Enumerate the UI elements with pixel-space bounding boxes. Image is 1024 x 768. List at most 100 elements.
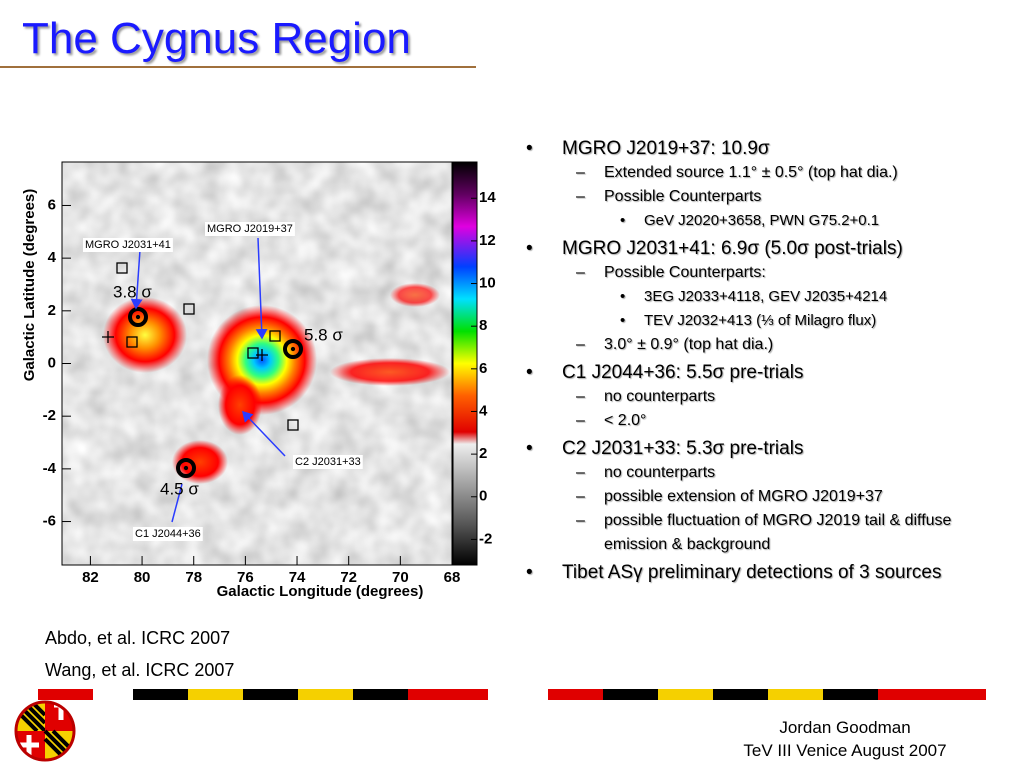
bullet-text: < 2.0°: [604, 412, 647, 429]
sky-map: Galactic Longitude (degrees) Galactic La…: [21, 161, 496, 600]
bullet-text: 3.0° ± 0.9° (top hat dia.): [604, 336, 774, 353]
x-axis-label: Galactic Longitude (degrees): [217, 583, 424, 600]
annotation: C2 J2031+33: [295, 456, 361, 468]
annotation: MGRO J2031+41: [85, 239, 171, 251]
bullet-text: Extended source 1.1° ± 0.5° (top hat dia…: [604, 164, 898, 181]
y-axis-label: Galactic Latitude (degrees): [21, 189, 38, 382]
bullet-text: C1 J2044+36: 5.5σ pre-trials: [562, 362, 804, 383]
references: Abdo, et al. ICRC 2007 Wang, et al. ICRC …: [45, 622, 234, 686]
bullet-text: possible fluctuation of MGRO J2019 tail …: [604, 512, 952, 553]
bullet-item: – possible extension of MGRO J2019+37: [520, 485, 990, 509]
x-tick-label: 74: [289, 569, 306, 586]
bullet-marker: –: [576, 464, 585, 481]
slide-title: The Cygnus Region: [22, 14, 411, 63]
title-rule: [0, 66, 476, 68]
bullet-item: • C1 J2044+36: 5.5σ pre-trials: [520, 360, 990, 385]
bullet-text: 3EG J2033+4118, GEV J2035+4214: [644, 288, 888, 305]
bullet-marker: •: [526, 238, 533, 259]
reference: Abdo, et al. ICRC 2007: [45, 628, 231, 648]
bullet-marker: –: [576, 388, 585, 405]
colorbar-tick-label: 0: [479, 488, 487, 505]
bullet-marker: –: [576, 188, 585, 205]
bullet-text: no counterparts: [604, 464, 716, 481]
bullet-list: • MGRO J2019+37: 10.9σ – Extended source 1.…: [520, 133, 990, 585]
bullet-marker: –: [576, 488, 585, 505]
bullet-marker: •: [620, 312, 626, 329]
logo: [14, 700, 76, 762]
bullet-item: • MGRO J2031+41: 6.9σ (5.0σ post-trials): [520, 236, 990, 261]
y-tick-label: 0: [48, 354, 56, 371]
annotation: 4.5 σ: [160, 479, 199, 498]
colorbar-tick-label: -2: [479, 530, 492, 547]
bullet-item: – 3.0° ± 0.9° (top hat dia.): [520, 333, 990, 357]
y-tick-label: 4: [48, 249, 57, 266]
bullet-marker: •: [526, 138, 533, 159]
bullet-marker: –: [576, 164, 585, 181]
colorbar-tick-label: 10: [479, 275, 496, 292]
bullet-text: MGRO J2031+41: 6.9σ (5.0σ post-trials): [562, 238, 903, 259]
reference: Wang, et al. ICRC 2007: [45, 660, 235, 680]
footer-author: Jordan Goodman: [779, 718, 911, 737]
bullet-item: – Extended source 1.1° ± 0.5° (top hat di…: [520, 161, 990, 185]
bullet-marker: –: [576, 412, 585, 429]
bullet-text: Possible Counterparts:: [604, 264, 766, 281]
annotation: MGRO J2019+37: [207, 223, 293, 235]
y-tick-label: -4: [43, 460, 57, 477]
bullet-marker: •: [526, 362, 533, 383]
x-tick-label: 76: [237, 569, 254, 586]
bullet-text: Tibet ASγ preliminary detections of 3 so…: [562, 562, 942, 583]
bullet-item: • MGRO J2019+37: 10.9σ: [520, 136, 990, 161]
bullet-item: • TEV J2032+413 (⅓ of Milagro flux): [520, 309, 990, 333]
bullet-text: GeV J2020+3658, PWN G75.2+0.1: [644, 212, 880, 229]
y-tick-label: -6: [43, 513, 56, 530]
colorbar-tick-label: 12: [479, 232, 496, 249]
y-tick-label: 6: [48, 196, 56, 213]
x-tick-label: 68: [444, 569, 461, 586]
colorbar-tick-label: 4: [479, 402, 488, 419]
annotation: 3.8 σ: [113, 282, 152, 301]
bullet-item: – no counterparts: [520, 385, 990, 409]
footer-event: TeV III Venice August 2007: [743, 741, 947, 760]
bullet-item: • Tibet ASγ preliminary detections of 3 s…: [520, 560, 990, 585]
bullet-item: • GeV J2020+3658, PWN G75.2+0.1: [520, 209, 990, 233]
bullet-text: possible extension of MGRO J2019+37: [604, 488, 883, 505]
bullet-text: no counterparts: [604, 388, 716, 405]
bullet-marker: –: [576, 512, 585, 529]
x-tick-label: 78: [185, 569, 202, 586]
annotation-box: [83, 238, 173, 252]
bullet-marker: –: [576, 264, 585, 281]
annotation: 5.8 σ: [304, 325, 343, 344]
y-tick-label: 2: [48, 302, 56, 319]
colorbar: [452, 161, 478, 566]
bullet-item: • 3EG J2033+4118, GEV J2035+4214: [520, 285, 990, 309]
colorbar-tick-label: 14: [479, 189, 496, 206]
bullet-marker: –: [576, 336, 585, 353]
bullet-item: – < 2.0°: [520, 409, 990, 433]
bullet-marker: •: [526, 562, 533, 583]
bullet-item: – Possible Counterparts:: [520, 261, 990, 285]
x-tick-label: 80: [134, 569, 151, 586]
arrows: [130, 237, 286, 523]
x-tick-label: 72: [340, 569, 357, 586]
bullet-marker: •: [526, 438, 533, 459]
bullet-item: – possible fluctuation of MGRO J2019 tail…: [520, 509, 990, 557]
bullet-marker: •: [620, 288, 626, 305]
annotation-box: [293, 455, 363, 469]
x-tick-label: 70: [392, 569, 409, 586]
bullet-text: Possible Counterparts: [604, 188, 762, 205]
bullet-item: • C2 J2031+33: 5.3σ pre-trials: [520, 436, 990, 461]
flag-stripe: [38, 689, 986, 700]
bullet-text: TEV J2032+413 (⅓ of Milagro flux): [644, 312, 877, 329]
annotation: C1 J2044+36: [135, 528, 201, 540]
x-tick-label: 82: [82, 569, 99, 586]
bullet-item: – Possible Counterparts: [520, 185, 990, 209]
colorbar-tick-label: 6: [479, 360, 487, 377]
bullet-item: – no counterparts: [520, 461, 990, 485]
colorbar-tick-label: 2: [479, 445, 487, 462]
bullet-marker: •: [620, 212, 626, 229]
annotation-box: [133, 527, 203, 541]
footer: Jordan Goodman TeV III Venice August 200…: [700, 716, 990, 762]
bullet-text: C2 J2031+33: 5.3σ pre-trials: [562, 438, 804, 459]
annotation-box: [205, 222, 295, 236]
